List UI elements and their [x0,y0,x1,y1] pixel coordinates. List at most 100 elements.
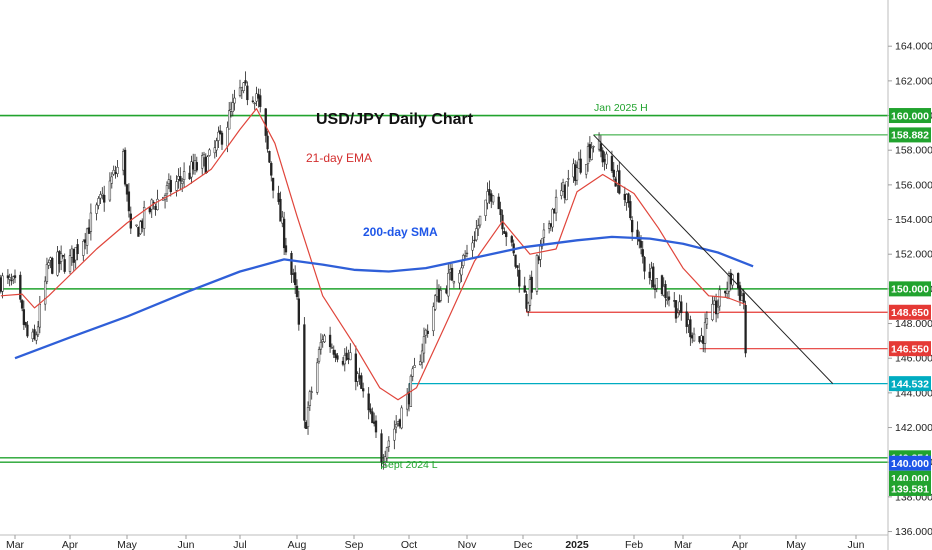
candle-body [510,236,513,243]
candle-body [371,411,374,424]
candle-body [253,102,256,105]
candle-body [85,228,89,246]
candle-body [586,146,590,164]
candle-body [567,178,570,180]
candle-body [334,353,337,358]
candle-body [303,324,306,421]
candle-body [217,131,220,141]
candle-body [233,97,236,104]
candle-body [219,130,222,134]
candle-body [395,424,398,428]
candle-body [711,303,714,321]
candle-body [266,135,269,150]
candle-body [316,362,319,393]
candle-body [667,296,671,300]
candle-body [486,191,489,204]
candle-body [700,335,703,341]
candle-body [188,172,191,180]
candle-body [585,164,588,175]
candle-body [1,275,4,292]
candle-body [639,240,643,248]
candle-body [592,145,595,148]
candle-body [108,180,112,201]
candle-body [297,298,300,325]
candle-body [84,239,87,243]
candle-body [137,227,140,237]
price-badge-144.532 [889,376,931,392]
candle-body [251,100,255,102]
candle-body [554,196,558,214]
candle-body [238,87,242,96]
price-badge-label: 158.882 [891,130,929,142]
candle-body [323,335,326,343]
candle-body [358,375,361,379]
candle-body [452,281,456,284]
candle-body [437,288,441,303]
candle-body [599,143,603,152]
candle-body [201,155,204,169]
candle-body [208,149,211,156]
sma-200-line [14,235,754,360]
candle-body [206,156,209,172]
candle-body [246,85,249,101]
candle-body [742,293,745,303]
candle-body [660,275,664,295]
candle-body [575,167,579,181]
price-badge-label: 144.532 [891,378,929,390]
price-badge-158.882 [889,127,931,143]
candle-body [123,149,127,185]
candle-body [432,306,435,332]
chart-text: USD/JPY Daily Chart Jan 2025 H 21-day EM… [306,102,648,471]
y-tick-label: 136.000 [895,526,932,538]
price-badge-label: 140.000 [891,458,929,470]
candle-body [478,215,482,226]
candle-body [68,255,72,272]
candle-body [257,94,260,99]
candle-body [154,206,157,210]
candle-body [148,207,151,213]
candle-body [525,294,528,309]
candle-body [310,391,313,393]
candle-body [449,269,452,273]
candle-body [505,232,508,238]
candle-body [305,421,308,429]
candle-body [475,228,478,241]
candle-body [518,269,521,287]
candle-body [725,288,729,294]
price-badge-160.000 [889,108,931,124]
candle-body [612,169,615,178]
candle-body [488,189,491,196]
candle-body [330,347,334,349]
candle-body [737,273,740,289]
candle-body [687,319,690,326]
candle-body [473,239,476,242]
candle-body [220,132,224,145]
chart-title: USD/JPY Daily Chart [316,111,474,128]
candle-body [447,272,450,297]
price-badge-140.000 [889,455,931,471]
price-badges: 160.000 158.882 150.000 148.650 146.550 144.5… [889,108,931,496]
x-tick-label: Mar [6,539,25,550]
candle-body [601,150,604,163]
candle-body [87,227,91,234]
candle-body [332,349,335,355]
candle-body [294,272,297,285]
candle-body [692,333,696,342]
price-badge-label: 160.000 [891,110,929,122]
y-tick-label: 152.000 [895,249,932,261]
candle-body [141,220,144,229]
candle-body [463,255,467,257]
x-tick-label: Feb [625,539,643,550]
candle-body [76,244,79,255]
candle-body [244,80,247,84]
y-tick-label: 162.000 [895,75,932,87]
candle-body [691,335,694,339]
candle-body [336,355,339,360]
annotation-200-day-sma: 200-day SMA [363,225,438,239]
candle-body [24,322,27,326]
candle-body [101,193,104,196]
candle-body [664,284,667,299]
